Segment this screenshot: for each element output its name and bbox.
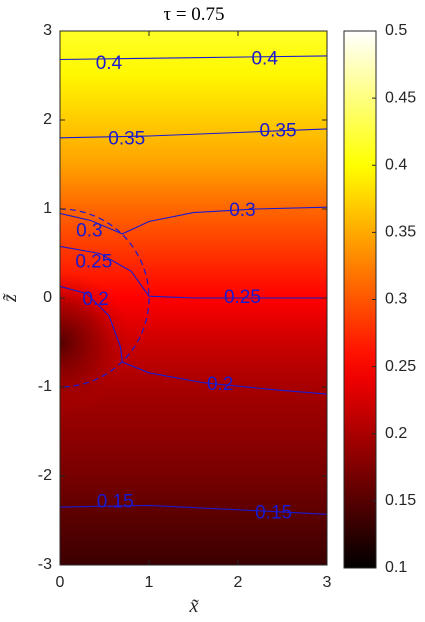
colorbar-scale xyxy=(343,30,377,569)
colorbar-tick-label: 0.35 xyxy=(385,224,416,241)
x-tick-label: 1 xyxy=(145,574,154,591)
contour-label: 0.4 xyxy=(251,48,278,69)
colorbar-tick-label: 0.25 xyxy=(385,358,416,375)
contour-label: 0.3 xyxy=(76,220,102,241)
chart-title: τ = 0.75 xyxy=(163,4,224,25)
y-tick-label: 1 xyxy=(43,200,52,217)
contour-label: 0.35 xyxy=(260,121,297,142)
contour-label: 0.2 xyxy=(82,289,108,310)
plot-frame xyxy=(59,30,328,566)
y-tick-label: 0 xyxy=(43,289,52,306)
contour-labels: 0.4 0.4 0.35 0.35 0.3 0.3 0.25 0.25 0.2 0.2 0.15 0.… xyxy=(75,48,296,523)
contour-label: 0.25 xyxy=(224,287,261,308)
contour-line xyxy=(60,128,327,139)
contour-label: 0.2 xyxy=(207,374,233,395)
contour-label: 0.4 xyxy=(96,53,123,74)
contour-line xyxy=(60,504,327,515)
inner-region xyxy=(60,271,132,414)
contour-line xyxy=(60,245,327,299)
contour-label: 0.3 xyxy=(229,200,255,221)
contour-label: 0.15 xyxy=(255,502,292,523)
colorbar-tick-label: 0.5 xyxy=(385,22,407,39)
colorbar-tick-label: 0.45 xyxy=(385,89,416,106)
colorbar-tick-label: 0.4 xyxy=(385,156,407,173)
y-tick-label: 2 xyxy=(43,111,52,128)
y-tick-label: -2 xyxy=(38,467,52,484)
x-tick-label: 3 xyxy=(323,574,332,591)
colorbar-tick-label: 0.3 xyxy=(385,291,407,308)
y-tick-label: 3 xyxy=(43,22,52,39)
colorbar-tick-label: 0.1 xyxy=(385,559,407,576)
boundary-circle xyxy=(60,208,150,388)
contour-line xyxy=(60,55,327,61)
colorbar: 0.1 0.15 0.2 0.25 0.3 0.35 0.4 0.45 0.5 xyxy=(343,22,416,576)
contour-label: 0.35 xyxy=(108,129,145,150)
colorbar-tick-label: 0.15 xyxy=(385,492,416,509)
contour-line xyxy=(60,206,327,235)
colorbar-ticks: 0.1 0.15 0.2 0.25 0.3 0.35 0.4 0.45 0.5 xyxy=(372,22,416,576)
plot-area: 0.4 0.4 0.35 0.35 0.3 0.3 0.25 0.25 0.2 0.2 0.15 0.… xyxy=(38,22,332,591)
y-tick-label: -1 xyxy=(38,378,52,395)
y-tick-label: -3 xyxy=(38,556,52,573)
colorbar-tick-label: 0.2 xyxy=(385,425,407,442)
x-tick-label: 0 xyxy=(56,574,65,591)
y-axis-label: z̃ xyxy=(0,293,21,303)
contour-label: 0.15 xyxy=(97,492,134,513)
x-tick-label: 2 xyxy=(234,574,243,591)
x-axis-label: x̃ xyxy=(189,595,199,617)
contour-label: 0.25 xyxy=(75,251,112,272)
